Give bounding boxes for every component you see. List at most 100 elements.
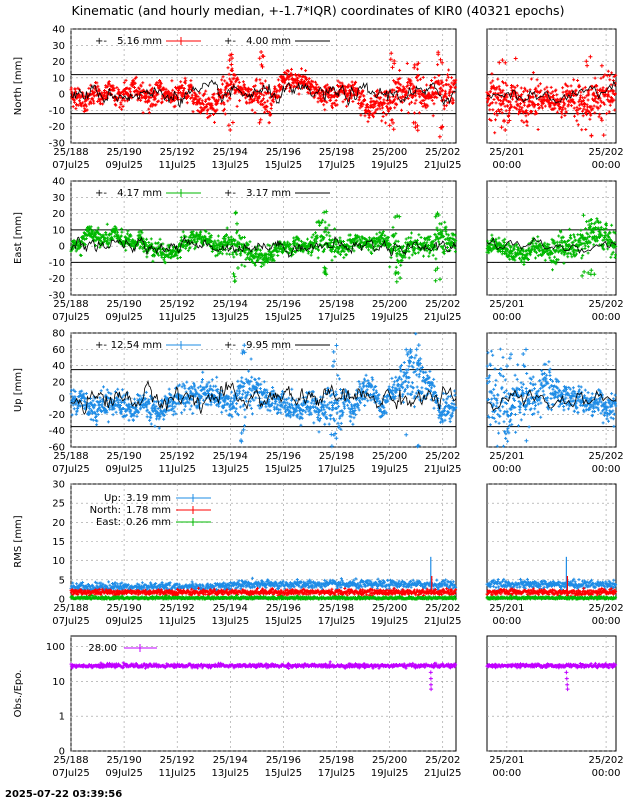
y-tick-label: 0 [59, 394, 65, 405]
obs-main-axes: 25/188 07Jul25 25/190 09Jul25 25/192 11Jul25 2… [46, 635, 462, 779]
legend-value: 12.54 mm [111, 340, 162, 351]
east-hourly-median-zoom [486, 237, 617, 254]
x-tick-label: 25/198 [319, 755, 354, 766]
x-tick-label: 25/196 [266, 147, 301, 158]
y-tick-label: -40 [49, 426, 65, 437]
timestamp: 2025-07-22 03:39:56 [5, 789, 122, 800]
x-tick-label: 25/198 [319, 299, 354, 310]
y-tick-label: 30 [52, 193, 65, 204]
x-tick-sublabel: 13Jul25 [212, 160, 250, 171]
y-tick-label: 5 [59, 575, 65, 586]
x-tick-sublabel: 11Jul25 [158, 616, 196, 627]
x-tick-sublabel: 07Jul25 [52, 464, 90, 475]
x-tick-label: 25/190 [107, 147, 142, 158]
y-axis-label: Obs./Epo. [13, 670, 24, 718]
y-tick-label: -10 [49, 106, 65, 117]
legend-value: 3.17 mm [246, 188, 291, 199]
north-kinematic-points-zoom [485, 54, 618, 138]
north-main-axes: 25/188 07Jul25 25/190 09Jul25 25/192 11Jul25 2… [49, 25, 462, 172]
north-hourly-median-zoom [486, 80, 617, 104]
x-tick-label: 25/202 [425, 299, 460, 310]
x-tick-sublabel: 19Jul25 [371, 768, 409, 779]
x-tick-sublabel: 21Jul25 [424, 768, 462, 779]
legend-value: 4.00 mm [246, 36, 291, 47]
panel-north: 25/188 07Jul25 25/190 09Jul25 25/192 11Jul25 2… [13, 25, 624, 172]
x-tick-sublabel: 15Jul25 [265, 616, 303, 627]
x-tick-sublabel: 07Jul25 [52, 616, 90, 627]
x-tick-label: 25/198 [319, 147, 354, 158]
x-tick-label: 25/202 [588, 451, 623, 462]
east-kinematic-points-zoom [485, 213, 618, 278]
x-tick-sublabel: 07Jul25 [52, 160, 90, 171]
x-tick-label: 25/201 [489, 451, 524, 462]
x-tick-sublabel: 00:00 [492, 312, 521, 323]
x-tick-label: 25/192 [160, 603, 195, 614]
legend-label: North: [90, 505, 121, 516]
y-tick-label: -20 [49, 410, 65, 421]
x-tick-sublabel: 11Jul25 [158, 160, 196, 171]
x-tick-sublabel: 11Jul25 [158, 768, 196, 779]
east-kinematic-points-main [69, 209, 458, 284]
legend-prefix: +- [224, 36, 236, 47]
y-tick-label: 10 [52, 225, 65, 236]
y-tick-label: 25 [52, 499, 65, 510]
y-tick-label: -30 [49, 139, 65, 150]
x-tick-sublabel: 09Jul25 [105, 464, 143, 475]
x-tick-sublabel: 15Jul25 [265, 160, 303, 171]
y-axis-label: Up [mm] [13, 368, 24, 412]
y-axis-label: North [mm] [13, 57, 24, 116]
x-tick-sublabel: 21Jul25 [424, 160, 462, 171]
y-tick-label: 100 [46, 642, 65, 653]
y-tick-label: 30 [52, 480, 65, 491]
x-tick-label: 25/188 [53, 299, 88, 310]
x-tick-sublabel: 19Jul25 [371, 312, 409, 323]
x-tick-label: 25/202 [588, 147, 623, 158]
x-tick-label: 25/200 [372, 147, 407, 158]
y-tick-label: 15 [52, 537, 65, 548]
x-tick-sublabel: 09Jul25 [105, 768, 143, 779]
x-tick-sublabel: 21Jul25 [424, 312, 462, 323]
y-tick-label: 0 [59, 90, 65, 101]
x-tick-sublabel: 09Jul25 [105, 616, 143, 627]
x-tick-sublabel: 00:00 [492, 160, 521, 171]
legend-value: 5.16 mm [117, 36, 162, 47]
x-tick-sublabel: 19Jul25 [371, 616, 409, 627]
east-zoom-frame [486, 180, 617, 296]
x-tick-label: 25/196 [266, 603, 301, 614]
east-hourly-median-main [70, 235, 457, 258]
legend-label: East: [96, 517, 121, 528]
panel-rms: 25/188 07Jul25 25/190 09Jul25 25/192 11Jul25 2… [13, 480, 624, 628]
x-tick-sublabel: 09Jul25 [105, 312, 143, 323]
x-tick-sublabel: 11Jul25 [158, 464, 196, 475]
y-tick-label: -60 [49, 443, 65, 454]
x-tick-sublabel: 13Jul25 [212, 312, 250, 323]
up-hourly-median-zoom [486, 389, 617, 412]
y-tick-label: 0 [59, 747, 65, 758]
x-tick-label: 25/194 [213, 603, 248, 614]
legend-value: 9.95 mm [246, 340, 291, 351]
y-axis-label: RMS [mm] [13, 515, 24, 567]
east-main-axes: 25/188 07Jul25 25/190 09Jul25 25/192 11Jul25 2… [49, 177, 462, 324]
x-tick-sublabel: 00:00 [592, 768, 621, 779]
legend-value: 28.00 [88, 643, 117, 654]
rms-east-points-zoom [485, 594, 618, 601]
x-tick-label: 25/196 [266, 755, 301, 766]
panel-east: 25/188 07Jul25 25/190 09Jul25 25/192 11Jul25 2… [13, 177, 624, 324]
x-tick-label: 25/188 [53, 755, 88, 766]
x-tick-sublabel: 17Jul25 [318, 768, 356, 779]
y-tick-label: 10 [52, 556, 65, 567]
panel-up: 25/188 07Jul25 25/190 09Jul25 25/192 11Jul25 2… [13, 329, 624, 476]
x-tick-label: 25/200 [372, 451, 407, 462]
obs-zoom-axes: 25/201 00:00 25/202 00:00 [486, 635, 624, 779]
x-tick-sublabel: 00:00 [492, 616, 521, 627]
x-tick-label: 25/194 [213, 147, 248, 158]
x-tick-label: 25/198 [319, 603, 354, 614]
x-tick-sublabel: 07Jul25 [52, 312, 90, 323]
x-tick-sublabel: 00:00 [592, 616, 621, 627]
x-tick-sublabel: 17Jul25 [318, 464, 356, 475]
y-axis-label: East [mm] [13, 212, 24, 264]
x-tick-sublabel: 21Jul25 [424, 616, 462, 627]
rms-east-points-main [69, 594, 458, 601]
